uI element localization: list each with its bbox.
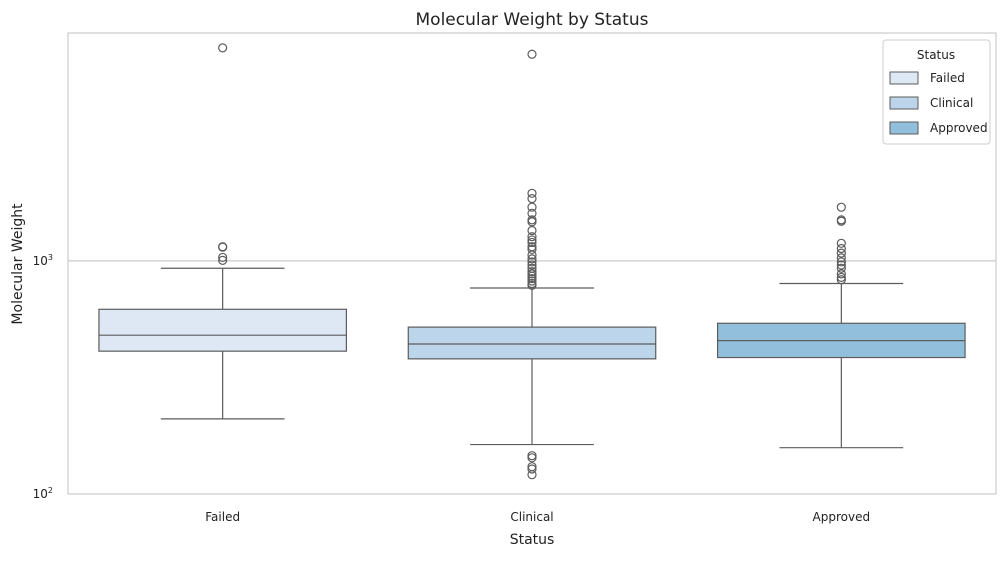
y-tick-exponent: 2: [48, 486, 53, 495]
outlier-point: [527, 257, 537, 267]
legend-label-approved: Approved: [930, 121, 988, 135]
outlier-point: [527, 273, 537, 284]
chart-title: Molecular Weight by Status: [416, 10, 649, 30]
outlier-point: [527, 269, 537, 279]
outlier-point: [836, 269, 846, 279]
outlier-point: [527, 470, 537, 480]
outlier-point: [527, 202, 537, 212]
box-group-clinical: [407, 49, 657, 480]
legend-label-failed: Failed: [930, 71, 965, 85]
outlier-point: [527, 49, 537, 59]
legend: Status Failed Clinical Approved: [882, 39, 991, 145]
box-iqr: [98, 308, 347, 352]
x-tick-label: Approved: [813, 510, 871, 524]
outlier-point: [836, 248, 846, 258]
outlier-point: [836, 253, 846, 263]
outlier-point: [836, 257, 846, 267]
outlier-point: [218, 252, 228, 263]
plot-frame: [67, 32, 997, 495]
outlier-point: [527, 237, 537, 248]
outlier-point: [218, 242, 228, 252]
outlier-point: [527, 266, 537, 277]
y-tick-exponent: 3: [48, 253, 53, 262]
legend-swatch-approved: [889, 121, 919, 135]
legend-swatch-clinical: [889, 96, 919, 110]
outlier-point: [527, 250, 537, 260]
outlier-point: [527, 235, 537, 245]
x-tick-label: Clinical: [510, 510, 553, 524]
box-group-approved: [716, 202, 966, 449]
y-axis-label: Molecular Weight: [10, 203, 26, 325]
outlier-point: [836, 238, 846, 248]
outlier-point: [527, 464, 537, 474]
outlier-point: [527, 217, 537, 227]
x-tick-label: Failed: [205, 510, 240, 524]
outlier-point: [527, 254, 537, 264]
outlier-point: [527, 194, 537, 204]
outlier-point: [218, 255, 228, 265]
legend-title: Status: [917, 48, 955, 62]
x-axis-label: Status: [510, 532, 555, 548]
box-layer: [98, 43, 966, 480]
outlier-point: [527, 225, 537, 236]
outlier-point: [527, 232, 537, 242]
outlier-point: [218, 43, 228, 53]
outlier-point: [527, 271, 537, 281]
outlier-point: [527, 280, 537, 291]
box-iqr: [407, 326, 657, 360]
y-tick-label: 103: [33, 253, 53, 268]
outlier-point: [527, 260, 537, 270]
legend-label-clinical: Clinical: [930, 96, 973, 110]
y-tick-label: 102: [33, 486, 53, 501]
outlier-point: [836, 216, 846, 226]
legend-frame: [882, 39, 991, 145]
outlier-point: [527, 244, 537, 255]
outlier-point: [527, 276, 537, 286]
outlier-point: [527, 188, 537, 198]
tick-layer: 102 103 Failed Clinical Approved: [33, 253, 870, 524]
outlier-point: [527, 453, 537, 463]
outlier-point: [836, 272, 846, 282]
legend-swatch-failed: [889, 71, 919, 85]
outlier-point: [836, 275, 846, 285]
outlier-point: [836, 202, 846, 212]
outlier-point: [836, 260, 846, 270]
box-group-failed: [98, 43, 347, 420]
outlier-point: [836, 263, 846, 273]
outlier-point: [836, 243, 846, 254]
